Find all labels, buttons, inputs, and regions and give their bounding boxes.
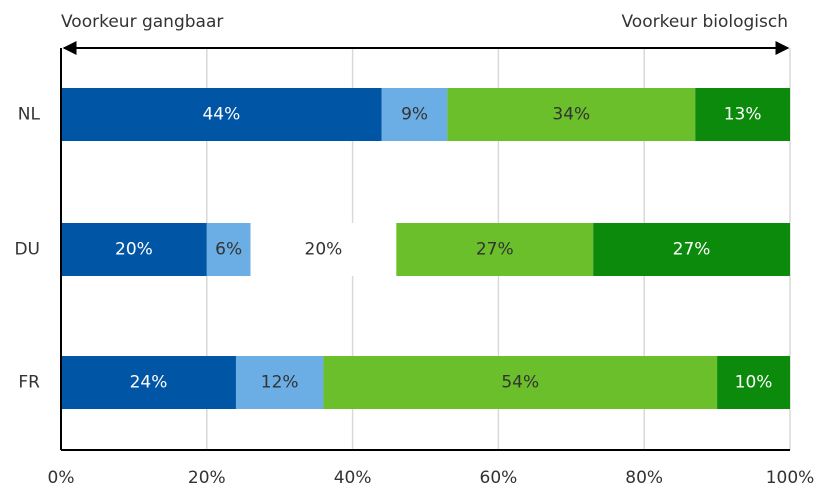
y-tick-label: FR [18, 373, 40, 393]
bar-segment [447, 88, 696, 141]
value-label: 9% [401, 105, 428, 125]
value-label: 24% [130, 373, 168, 393]
bar-segment [323, 356, 718, 409]
bar-segment [61, 356, 236, 409]
value-label: 27% [476, 240, 514, 260]
bar-segment [250, 223, 397, 276]
bar-segment [695, 88, 790, 141]
x-tick-label: 20% [188, 468, 226, 488]
value-label: 44% [202, 105, 240, 125]
bar-segment [717, 356, 790, 409]
value-label: 27% [673, 240, 711, 260]
value-label: 20% [115, 240, 153, 260]
annotation-left: Voorkeur gangbaar [61, 12, 223, 32]
bar-segment [593, 223, 790, 276]
value-label: 13% [724, 105, 762, 125]
x-tick-label: 40% [334, 468, 372, 488]
y-tick-label: NL [18, 105, 41, 125]
x-tick-label: 0% [48, 468, 75, 488]
x-tick-label: 100% [766, 468, 815, 488]
value-label: 10% [735, 373, 773, 393]
bar-segment [206, 223, 251, 276]
bar-segment [235, 356, 324, 409]
bar-segment [396, 223, 594, 276]
value-label: 6% [215, 240, 242, 260]
value-label: 20% [305, 240, 343, 260]
value-label: 12% [261, 373, 299, 393]
annotation-right: Voorkeur biologisch [622, 12, 789, 32]
value-label: 34% [552, 105, 590, 125]
bar-segment [61, 223, 207, 276]
x-tick-label: 60% [480, 468, 518, 488]
value-label: 54% [501, 373, 539, 393]
y-tick-label: DU [14, 240, 40, 260]
bar-segment [381, 88, 448, 141]
x-tick-label: 80% [625, 468, 663, 488]
bar-segment [61, 88, 382, 141]
